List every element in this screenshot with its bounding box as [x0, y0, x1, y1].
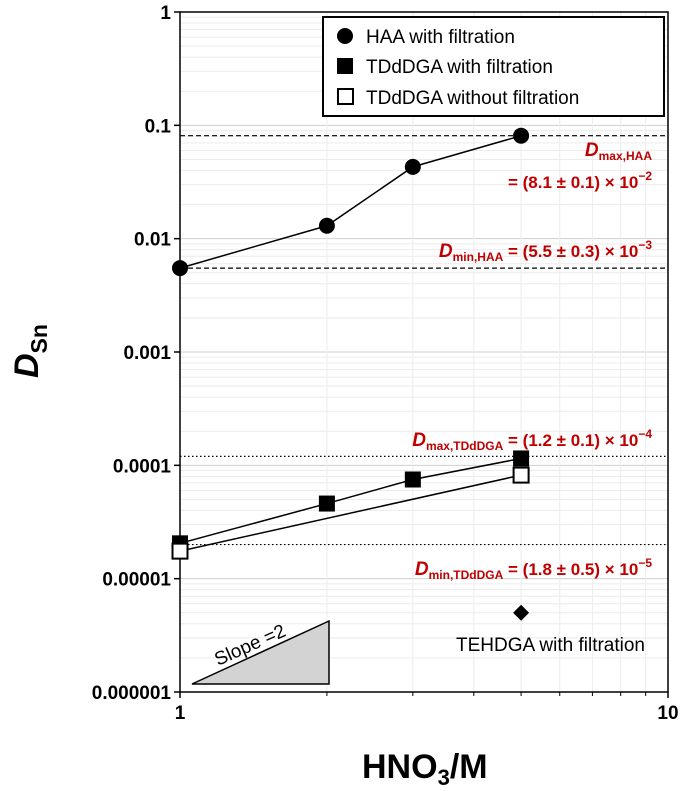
legend: HAA with filtration TDdDGA with filtrati…	[322, 16, 665, 117]
annotation-dmin-haa: Dmin,HAA = (5.5 ± 0.3) × 10−3	[439, 238, 652, 264]
y-tick-label: 0.000001	[92, 683, 172, 704]
series-2-point	[512, 466, 530, 484]
series-layer	[171, 127, 530, 621]
legend-label-tddga-no-filtration: TDdDGA without filtration	[366, 88, 579, 109]
x-axis-title: HNO3/M	[362, 748, 488, 790]
annotation-dmax-tddga: Dmax,TDdDGA = (1.2 ± 0.1) × 10−4	[412, 427, 652, 453]
annotation-dmax-haa-line1: Dmax,HAA	[585, 140, 652, 163]
legend-label-tddga-filtration: TDdDGA with filtration	[366, 57, 553, 78]
legend-label-haa: HAA with filtration	[366, 27, 515, 48]
series-3-point	[513, 604, 530, 621]
series-0-point	[172, 260, 188, 277]
axis-ticks: 0.000001 0.00001 0.0001 0.001 0.01 0.1 1 1 10	[92, 3, 679, 724]
annotation-dmax-haa-line2: = (8.1 ± 0.1) × 10−2	[508, 169, 652, 192]
series-2-point	[171, 542, 189, 560]
tehdga-label: TEHDGA with filtration	[456, 635, 645, 656]
legend-marker-tddga-filtration	[337, 58, 353, 74]
x-tick-label: 10	[657, 703, 678, 724]
series-1-line	[179, 457, 522, 545]
series-0-point	[404, 158, 421, 175]
legend-box	[322, 16, 665, 117]
y-tick-label: 0.001	[123, 343, 171, 364]
legend-marker-haa	[337, 28, 353, 44]
series-0-point	[513, 127, 530, 144]
x-tick-label: 1	[175, 703, 186, 724]
series-1-point	[513, 450, 530, 467]
annotation-dmin-tddga: Dmin,TDdDGA = (1.8 ± 0.5) × 10−5	[415, 556, 652, 582]
y-tick-label: 0.01	[134, 230, 171, 251]
y-axis-title: DSn	[8, 324, 52, 378]
y-tick-label: 1	[160, 3, 171, 24]
reference-lines	[180, 135, 668, 546]
series-0-point	[318, 217, 335, 234]
series-1-point	[318, 495, 335, 512]
series-0-line	[179, 134, 522, 269]
y-tick-label: 0.0001	[113, 456, 172, 477]
legend-marker-tddga-no-filtration	[337, 88, 354, 105]
series-1-point	[404, 471, 421, 488]
y-tick-label: 0.1	[145, 116, 172, 137]
y-tick-label: 0.00001	[102, 570, 171, 591]
series-2-line	[179, 474, 522, 552]
slope-triangle	[191, 619, 330, 685]
